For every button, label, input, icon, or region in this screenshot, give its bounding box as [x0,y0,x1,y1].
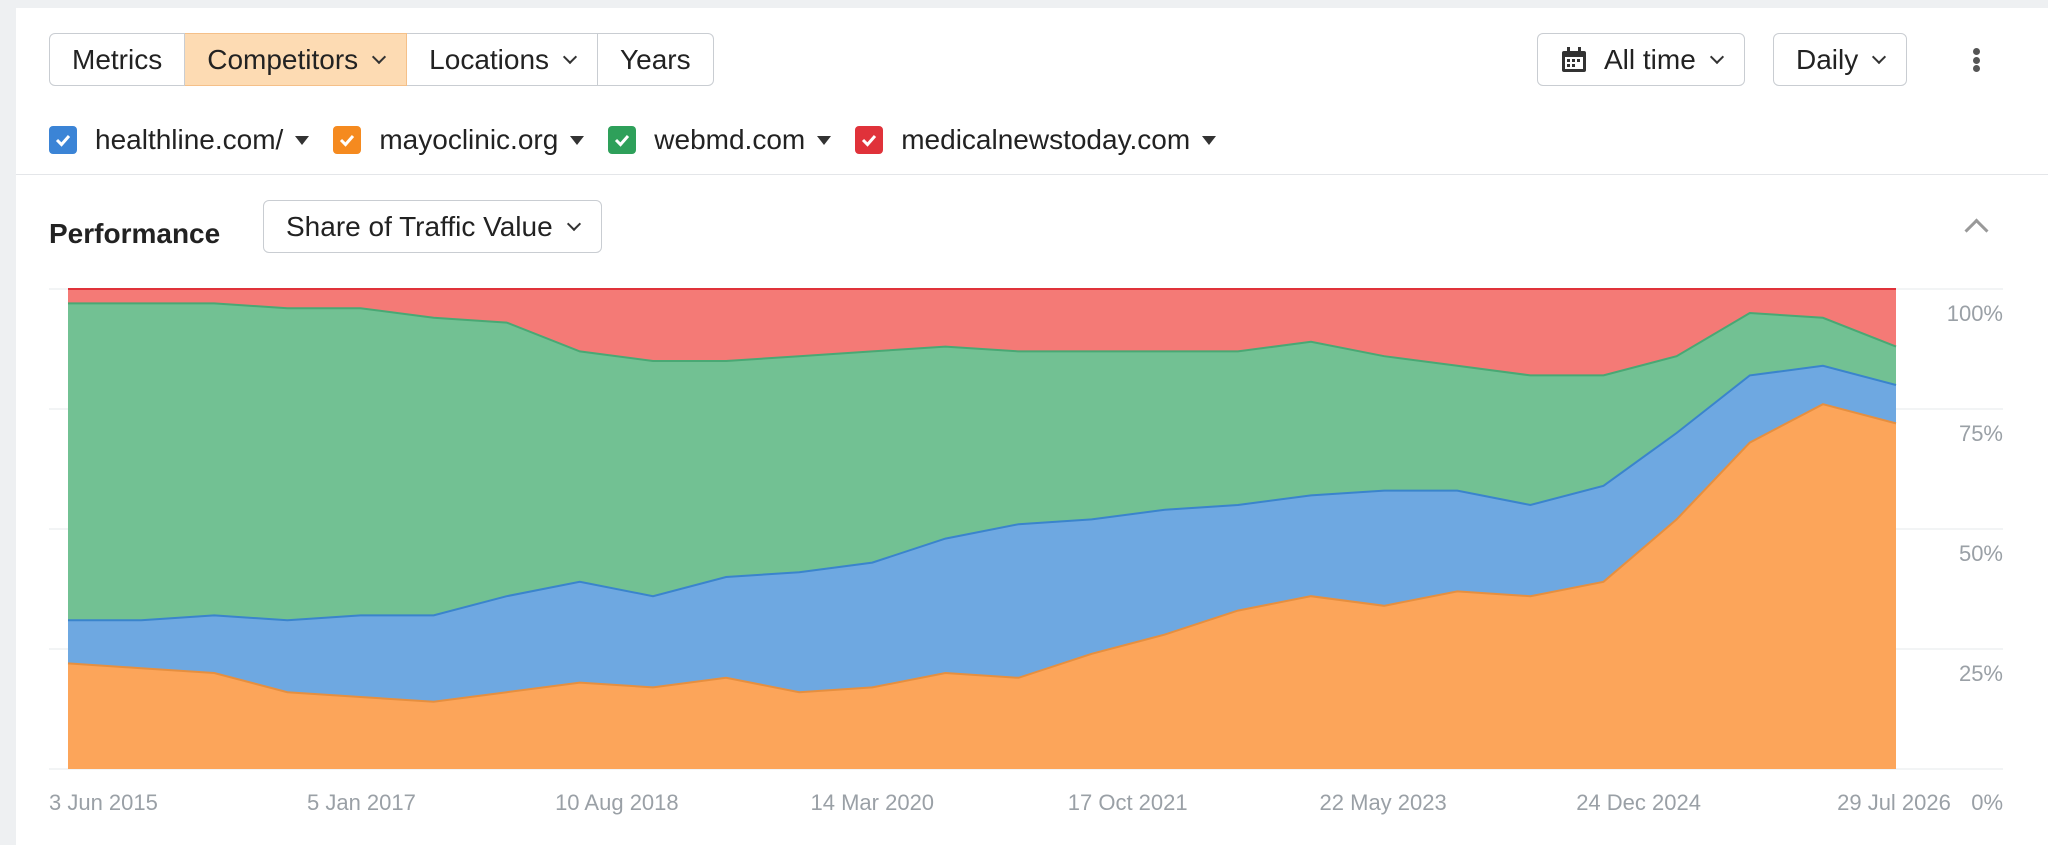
y-tick-label: 100% [1947,301,2003,326]
legend-label: healthline.com/ [95,124,284,155]
tab-years-label: Years [620,43,691,75]
chart-card: Metrics Competitors Locations Years All … [16,8,2048,845]
area-series-mayoclinic-org[interactable] [68,404,1896,769]
legend-label: webmd.com [654,124,806,155]
section-divider [16,174,2048,175]
area-series-medicalnewstoday-com[interactable] [68,289,1896,376]
checkbox-checked-icon[interactable] [49,126,77,154]
y-tick-label: 75% [1959,421,2003,446]
x-tick-label: 17 Oct 2021 [1068,790,1188,815]
calendar-icon [1562,46,1586,72]
legend-item-medicalnewstoday[interactable]: medicalnewstoday.com [855,124,1217,156]
metric-dropdown[interactable]: Share of Traffic Value [263,200,602,253]
granularity-button[interactable]: Daily [1773,33,1908,86]
series-line [68,364,1897,622]
series-line [67,403,1897,703]
area-series-healthline-com[interactable] [68,365,1896,702]
x-tick-label: 3 Jun 2015 [49,790,158,815]
tab-competitors-label: Competitors [207,43,359,75]
y-tick-label: 25% [1959,661,2003,686]
y-tick-label: 0% [1971,790,2003,815]
view-toggle-group: Metrics Competitors Locations Years [49,33,714,86]
tab-locations-label: Locations [429,43,550,75]
metric-dropdown-label: Share of Traffic Value [286,210,553,242]
x-tick-label: 5 Jan 2017 [307,790,416,815]
caret-down-icon[interactable] [295,135,310,145]
x-tick-label: 24 Dec 2024 [1576,790,1701,815]
x-tick-label: 22 May 2023 [1320,790,1447,815]
area-series-webmd-com[interactable] [68,303,1896,621]
x-tick-label: 10 Aug 2018 [555,790,679,815]
y-tick-label: 50% [1959,541,2003,566]
x-tick-label: 14 Mar 2020 [811,790,935,815]
stacked-area-chart: 100% 75% 50% 25% 0% 3 Jun 2015 5 Jan 2017 10 Au… [49,288,2003,815]
tab-locations[interactable]: Locations [407,33,599,86]
legend-item-healthline[interactable]: healthline.com/ [49,124,310,156]
legend-label: medicalnewstoday.com [901,124,1191,155]
checkbox-checked-icon[interactable] [333,126,362,154]
checkbox-checked-icon[interactable] [608,126,637,154]
date-range-label: All time [1604,43,1696,75]
tab-metrics-label: Metrics [72,43,163,75]
date-range-button[interactable]: All time [1537,33,1745,86]
series-line [68,302,1897,377]
legend-item-mayoclinic[interactable]: mayoclinic.org [333,124,585,156]
x-tick-label: 29 Jul 2026 [1837,790,1951,815]
more-vertical-icon[interactable] [1964,42,1988,78]
checkbox-checked-icon[interactable] [855,126,884,154]
legend-label: mayoclinic.org [379,124,559,155]
section-title: Performance [49,218,221,249]
tab-metrics[interactable]: Metrics [49,33,186,86]
caret-down-icon[interactable] [1202,135,1217,145]
caret-down-icon[interactable] [817,135,832,145]
legend: healthline.com/ mayoclinic.org webmd.com… [49,122,1240,158]
tab-years[interactable]: Years [598,33,714,86]
caret-down-icon[interactable] [570,135,585,145]
granularity-label: Daily [1796,43,1859,75]
tab-competitors[interactable]: Competitors [185,33,408,86]
legend-item-webmd[interactable]: webmd.com [608,124,832,156]
